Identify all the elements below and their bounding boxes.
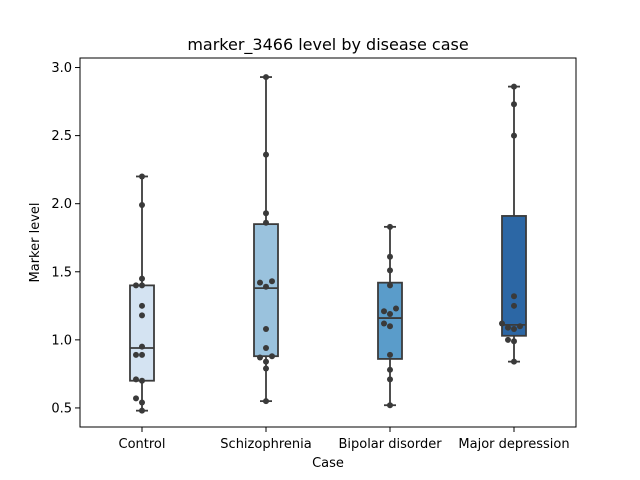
data-point (263, 210, 269, 217)
data-point (511, 101, 517, 108)
x-tick-label: Schizophrenia (220, 437, 311, 452)
data-point (269, 353, 275, 360)
data-point (499, 320, 505, 327)
data-point (257, 279, 263, 286)
chart-title: marker_3466 level by disease case (187, 35, 468, 55)
data-point (269, 278, 275, 285)
data-point (263, 345, 269, 352)
data-point (139, 202, 145, 209)
x-tick-label: Control (119, 437, 166, 452)
data-point (387, 310, 393, 317)
data-point (139, 399, 145, 406)
data-point (511, 293, 517, 300)
data-point (263, 151, 269, 158)
data-point (139, 343, 145, 350)
data-point (387, 253, 393, 260)
data-point (133, 376, 139, 383)
data-point (505, 336, 511, 343)
plot-frame (79, 57, 577, 428)
data-point (387, 376, 393, 383)
data-point (511, 325, 517, 332)
y-tick-label: 1.5 (51, 265, 72, 280)
data-point (263, 365, 269, 372)
data-point (263, 358, 269, 365)
y-tick-label: 2.0 (51, 197, 72, 212)
data-point (511, 132, 517, 139)
box-group-schizophrenia (253, 76, 279, 403)
data-point (139, 377, 145, 384)
y-tick-label: 0.5 (51, 401, 72, 416)
data-point (263, 398, 269, 405)
data-point (387, 282, 393, 289)
data-point (511, 302, 517, 309)
box-group-bipolar-disorder (377, 225, 403, 407)
box-group-major-depression (501, 85, 527, 363)
box-group-control (129, 175, 155, 412)
box-iqr (377, 281, 403, 360)
box-iqr (501, 215, 527, 337)
box-iqr (129, 284, 155, 382)
data-point (511, 358, 517, 365)
data-point (511, 338, 517, 345)
data-point (517, 323, 523, 330)
data-point (387, 366, 393, 373)
data-point (387, 323, 393, 330)
data-point (505, 324, 511, 331)
x-tick-label: Major depression (458, 437, 569, 452)
data-point (139, 173, 145, 180)
data-point (139, 275, 145, 282)
data-point (139, 312, 145, 319)
x-axis-title: Case (312, 456, 344, 471)
data-point (381, 308, 387, 315)
data-point (133, 395, 139, 402)
data-point (257, 354, 263, 361)
data-point (263, 219, 269, 226)
data-point (381, 320, 387, 327)
data-point (139, 407, 145, 414)
y-tick-label: 1.0 (51, 333, 72, 348)
data-point (387, 351, 393, 358)
plot-area: 0.5 1.0 1.5 2.0 2.5 3.0 Control Schizophrenia Bi… (51, 61, 569, 452)
data-point (393, 305, 399, 312)
data-point (387, 402, 393, 409)
data-point (139, 302, 145, 309)
x-tick-label: Bipolar disorder (338, 437, 442, 452)
data-point (263, 283, 269, 290)
y-axis-title: Marker level (28, 203, 43, 283)
y-tick-label: 2.5 (51, 129, 72, 144)
y-tick-label: 3.0 (51, 61, 72, 76)
data-point (511, 83, 517, 90)
data-point (387, 267, 393, 274)
data-point (139, 282, 145, 289)
data-point (263, 74, 269, 81)
data-point (263, 325, 269, 332)
box-iqr (253, 223, 279, 358)
data-point (133, 282, 139, 289)
data-point (133, 351, 139, 358)
data-point (387, 223, 393, 230)
data-point (139, 351, 145, 358)
